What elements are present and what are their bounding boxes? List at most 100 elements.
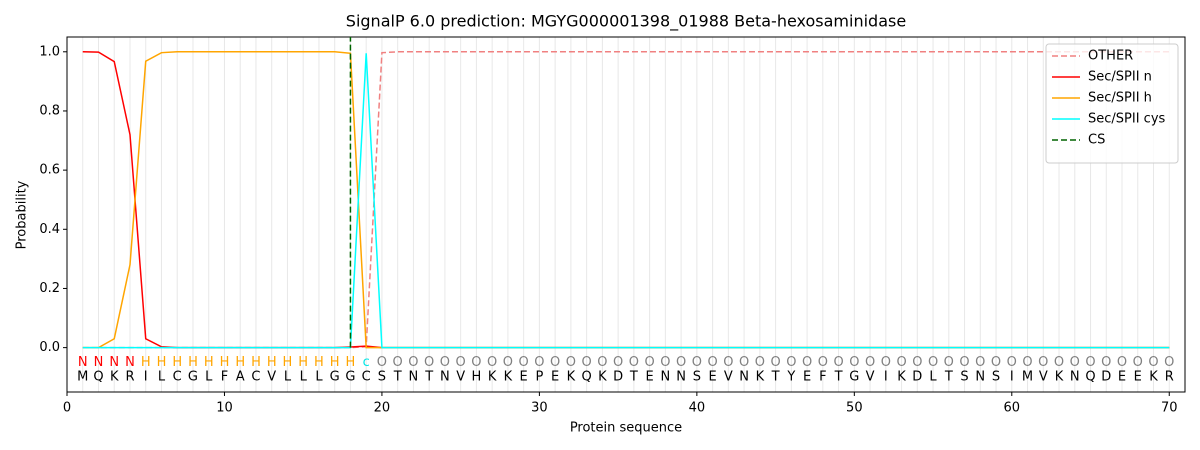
residue-label: H xyxy=(141,355,151,370)
residue: S xyxy=(693,370,701,385)
residue-label: O xyxy=(896,355,906,370)
residue-label: O xyxy=(613,355,623,370)
residue-label: H xyxy=(251,355,261,370)
residue-label: O xyxy=(519,355,529,370)
residue: K xyxy=(1055,370,1064,385)
residue: M xyxy=(1022,370,1033,385)
x-tick-label: 20 xyxy=(374,401,391,416)
residue: V xyxy=(267,370,276,385)
residue: G xyxy=(345,370,355,385)
residue-label: O xyxy=(1133,355,1143,370)
y-tick-label: 0.8 xyxy=(39,103,60,118)
residue: V xyxy=(456,370,465,385)
residue: L xyxy=(315,370,323,385)
residue: K xyxy=(756,370,765,385)
residue-label: H xyxy=(172,355,182,370)
residue-label: O xyxy=(1164,355,1174,370)
residue-label: O xyxy=(944,355,954,370)
residue-label: O xyxy=(739,355,749,370)
residue-label: O xyxy=(991,355,1001,370)
residue: C xyxy=(173,370,182,385)
residue-label: H xyxy=(283,355,293,370)
residue: L xyxy=(284,370,292,385)
residue: K xyxy=(110,370,119,385)
residue-label: O xyxy=(1022,355,1032,370)
residue: K xyxy=(567,370,576,385)
residue-label: O xyxy=(1070,355,1080,370)
residue: T xyxy=(393,370,402,385)
residue-label: O xyxy=(597,355,607,370)
residue: E xyxy=(646,370,654,385)
residue-label: H xyxy=(267,355,277,370)
residue: D xyxy=(613,370,623,385)
residue-label: O xyxy=(1007,355,1017,370)
residue-label: O xyxy=(786,355,796,370)
residue-label: H xyxy=(188,355,198,370)
residue: S xyxy=(992,370,1000,385)
residue: N xyxy=(409,370,419,385)
residue-label: c xyxy=(363,355,370,370)
residue: F xyxy=(819,370,826,385)
residue-label: O xyxy=(707,355,717,370)
residue-label: H xyxy=(346,355,356,370)
residue-label: O xyxy=(487,355,497,370)
residue: K xyxy=(488,370,497,385)
plot-frame xyxy=(66,36,1186,393)
residue-label: H xyxy=(314,355,324,370)
residue: R xyxy=(1165,370,1174,385)
residue: S xyxy=(960,370,968,385)
residue: T xyxy=(944,370,953,385)
residue-label: O xyxy=(1101,355,1111,370)
residue: D xyxy=(1101,370,1111,385)
y-tick-label: 0.2 xyxy=(39,281,60,296)
residue-label: H xyxy=(157,355,167,370)
residue-label: O xyxy=(534,355,544,370)
y-tick-label: 0.0 xyxy=(39,340,60,355)
residue: E xyxy=(803,370,811,385)
residue-label: N xyxy=(78,355,88,370)
y-tick-label: 0.6 xyxy=(39,163,60,178)
residue-label: O xyxy=(881,355,891,370)
residue: L xyxy=(158,370,166,385)
x-tick-label: 40 xyxy=(689,401,706,416)
residue: I xyxy=(144,370,148,385)
residue-label: O xyxy=(755,355,765,370)
residue: T xyxy=(834,370,843,385)
residue: N xyxy=(676,370,686,385)
residue-label: O xyxy=(802,355,812,370)
y-tick-label: 0.4 xyxy=(39,222,60,237)
residue: T xyxy=(771,370,780,385)
residue: T xyxy=(424,370,433,385)
residue: I xyxy=(884,370,888,385)
residue: Q xyxy=(93,370,103,385)
residue-label: H xyxy=(204,355,214,370)
residue: K xyxy=(504,370,513,385)
legend-label: Sec/SPII cys xyxy=(1088,112,1166,127)
residue-label: O xyxy=(660,355,670,370)
residue: N xyxy=(440,370,450,385)
residue: G xyxy=(330,370,340,385)
y-axis-label: Probability xyxy=(15,180,30,249)
x-tick-label: 10 xyxy=(216,401,233,416)
residue: V xyxy=(1039,370,1048,385)
residue: Y xyxy=(786,370,795,385)
x-tick-label: 50 xyxy=(846,401,863,416)
residue: H xyxy=(472,370,482,385)
residue: N xyxy=(660,370,670,385)
residue-label: O xyxy=(629,355,639,370)
residue-label: O xyxy=(1085,355,1095,370)
legend-label: OTHER xyxy=(1088,49,1133,64)
residue-label: O xyxy=(723,355,733,370)
residue: L xyxy=(300,370,308,385)
x-tick-label: 70 xyxy=(1161,401,1178,416)
residue-label: O xyxy=(849,355,859,370)
residue: M xyxy=(77,370,88,385)
residue: E xyxy=(551,370,559,385)
residue-label: O xyxy=(692,355,702,370)
residue-label: O xyxy=(959,355,969,370)
residue-label: O xyxy=(503,355,513,370)
residue: G xyxy=(849,370,859,385)
y-tick-label: 1.0 xyxy=(39,44,60,59)
residue-label: O xyxy=(1148,355,1158,370)
